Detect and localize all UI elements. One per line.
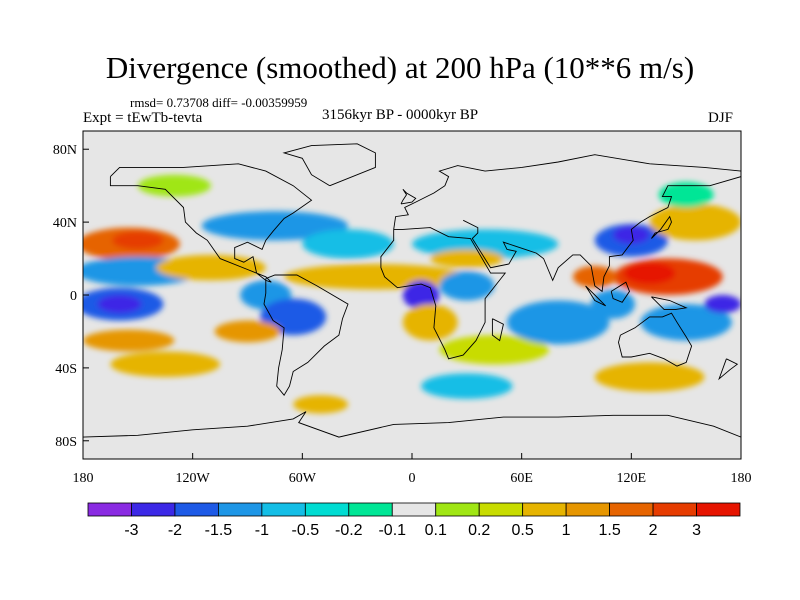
colorbar-box-9 [478,502,524,517]
x-tick-label-5: 120E [617,471,647,486]
field-region-1 [112,231,164,250]
colorbar-label-3: -1 [255,522,269,539]
season-label: DJF [708,110,734,126]
field-region-22 [613,225,650,244]
field-region-24 [624,262,676,285]
x-tick-label-1: 120W [176,471,211,486]
coastline-0 [109,163,313,283]
period-label: 3156kyr BP - 0000kyr BP [322,107,479,123]
field-region-28 [704,295,741,314]
field-region-29 [649,203,741,241]
experiment-label: Expt = tEwTb-tevta [83,110,203,126]
colorbar-box-4 [261,502,306,517]
colorbar-box-3 [217,502,263,517]
colorbar-label-7: 0.1 [425,522,447,539]
colorbar-label-8: 0.2 [468,522,490,539]
coastline-5 [618,312,693,367]
y-tick-label-1: 40N [53,216,77,231]
colorbar-label-12: 2 [649,522,658,539]
y-tick-label-0: 80N [53,143,77,158]
colorbar-box-11 [565,502,611,517]
map-title: Divergence (smoothed) at 200 hPa (10**6 … [105,50,695,85]
coastlines [83,143,741,438]
field-region-32 [293,395,349,414]
colorbar-label-6: -0.1 [378,522,406,539]
y-tick-label-2: 0 [70,289,77,304]
field-region-7 [156,254,266,281]
colorbar-box-14 [696,502,741,517]
field-region-18 [402,304,458,341]
colorbar-label-5: -0.2 [335,522,363,539]
coastline-14 [718,358,739,381]
field-region-20 [507,300,610,345]
colorbar-box-6 [348,502,393,517]
field-region-5 [83,329,175,352]
colorbar-label-0: -3 [124,522,138,539]
coastline-13 [400,188,417,205]
y-tick-label-4: 80S [55,435,77,450]
colorbar-label-13: 3 [692,522,701,539]
colorbar-box-0 [87,502,132,517]
divergence-field [83,174,741,414]
field-region-13 [284,264,467,290]
field-region-9 [260,298,327,336]
colorbar-label-9: 0.5 [512,522,534,539]
colorbar-box-1 [131,502,176,517]
colorbar-label-11: 1.5 [598,522,620,539]
x-axis: 180 120W 60W 0 60E 120E 180 [73,453,752,486]
field-region-11 [201,211,349,241]
field-region-12 [302,229,394,259]
field-region-17 [430,249,504,268]
x-tick-label-4: 60E [510,471,533,486]
field-region-31 [421,373,513,399]
coastline-9 [585,285,607,307]
y-axis: 80N 40N 0 40S 80S [53,143,89,450]
coastline-3 [393,154,741,230]
coastline-6 [83,411,741,438]
coastline-7 [282,143,376,187]
y-tick-label-3: 40S [55,362,77,377]
coastline-11 [651,296,688,311]
colorbar-box-5 [304,502,350,517]
x-tick-label-3: 0 [409,471,416,486]
coastline-2 [380,227,507,360]
stats-line: rmsd= 0.73708 diff= -0.00359959 [130,95,308,110]
field-region-27 [640,304,732,341]
coastline-10 [610,281,631,303]
field-region-15 [439,271,495,301]
colorbar-label-2: -1.5 [205,522,233,539]
field-region-4 [97,295,142,314]
field-region-30 [594,362,705,392]
colorbar-box-10 [522,502,567,517]
colorbar-label-10: 1 [562,522,571,539]
field-region-10 [214,320,281,343]
x-tick-label-6: 180 [731,471,752,486]
field-region-25 [572,265,617,288]
coastline-12 [491,318,504,342]
field-region-33 [658,182,714,208]
coastline-4 [462,176,741,293]
colorbar-label-1: -2 [168,522,182,539]
field-region-6 [110,351,221,377]
field-region-34 [137,174,211,197]
field-region-19 [439,335,550,365]
colorbar-label-4: -0.5 [292,522,320,539]
field-region-26 [591,289,635,319]
colorbar: -3 -2 -1.5 -1 -0.5 -0.2 -0.1 0.1 0.2 0.5 1 1.5 2 3 [87,502,741,539]
coastline-8 [651,215,672,239]
map-area [82,130,742,460]
x-tick-label-0: 180 [73,471,94,486]
colorbar-box-7 [391,502,437,517]
x-tick-label-2: 60W [289,471,317,486]
coastline-1 [263,274,349,396]
colorbar-box-8 [435,502,480,517]
colorbar-box-2 [174,502,219,517]
colorbar-box-12 [609,502,654,517]
colorbar-box-13 [652,502,697,517]
